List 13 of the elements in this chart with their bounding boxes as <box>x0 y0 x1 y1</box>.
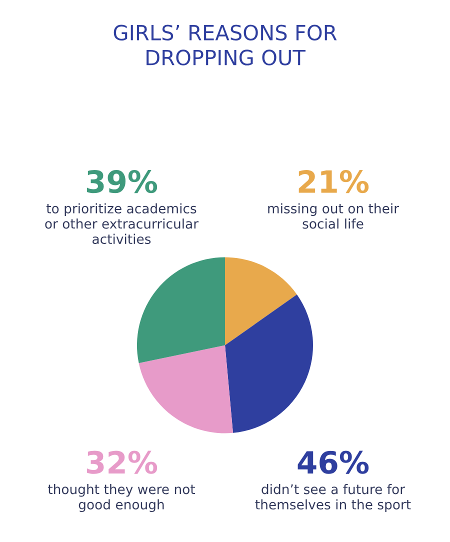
chart-title: GIRLS’ REASONS FOR DROPPING OUT <box>114 24 337 66</box>
pie-slice <box>138 345 234 434</box>
slice-label: missing out on their social life <box>268 203 400 229</box>
slice-label: didn’t see a future for themselves in the sport <box>255 484 411 512</box>
pie-slice <box>136 257 225 364</box>
pie-slice <box>225 257 297 346</box>
data-label: 39% <box>86 170 158 194</box>
data-label: 46% <box>298 450 369 474</box>
slice-label: thought they were not good enough <box>48 484 196 512</box>
pie-slice <box>225 294 314 433</box>
data-label: 21% <box>298 170 369 194</box>
slice-label: to prioritize academics or other extracurricular activities <box>45 203 199 244</box>
data-label: 32% <box>86 450 158 474</box>
